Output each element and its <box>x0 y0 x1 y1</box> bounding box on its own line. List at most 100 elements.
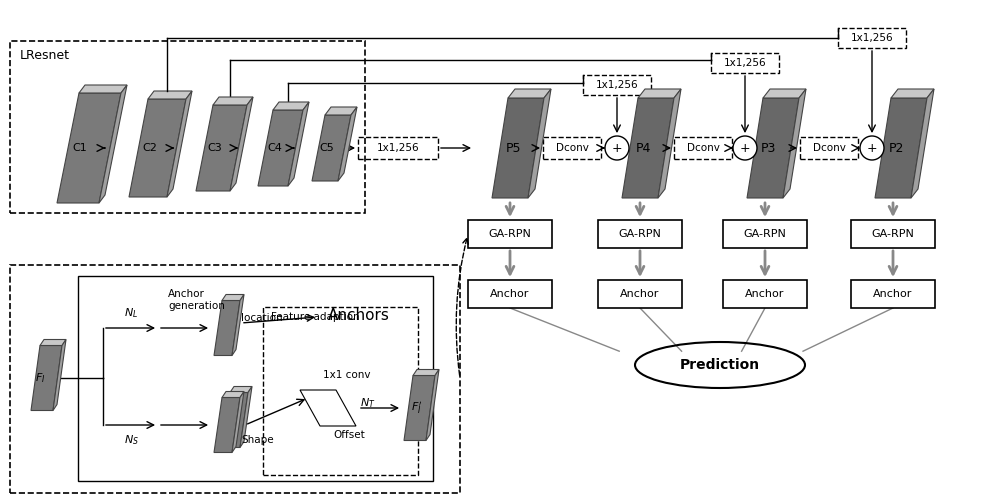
Text: $F_I'$: $F_I'$ <box>411 400 423 416</box>
Text: C4: C4 <box>267 143 282 153</box>
Polygon shape <box>747 98 799 198</box>
Polygon shape <box>99 85 127 203</box>
Text: P3: P3 <box>761 141 776 154</box>
Polygon shape <box>622 98 674 198</box>
Bar <box>851 280 935 308</box>
Polygon shape <box>214 300 240 356</box>
Text: Anchor
generation: Anchor generation <box>168 289 225 311</box>
Text: Anchor: Anchor <box>490 289 530 299</box>
Text: $N_S$: $N_S$ <box>124 433 138 447</box>
Circle shape <box>733 136 757 160</box>
Text: +: + <box>740 141 750 154</box>
Bar <box>543 137 601 159</box>
Bar <box>10 265 460 493</box>
Polygon shape <box>338 107 357 181</box>
Polygon shape <box>222 392 248 448</box>
Polygon shape <box>167 91 192 197</box>
Text: Dconv: Dconv <box>813 143 845 153</box>
Polygon shape <box>528 89 551 198</box>
Text: P5: P5 <box>506 141 521 154</box>
Text: +: + <box>612 141 622 154</box>
Polygon shape <box>129 99 186 197</box>
Text: 1x1,256: 1x1,256 <box>724 58 766 68</box>
Polygon shape <box>875 98 927 198</box>
Polygon shape <box>222 391 244 397</box>
Polygon shape <box>196 105 247 191</box>
Polygon shape <box>273 102 309 110</box>
Polygon shape <box>232 294 244 356</box>
Polygon shape <box>492 98 544 198</box>
Bar <box>10 41 365 213</box>
Bar <box>851 220 935 248</box>
Text: Offset: Offset <box>333 430 365 440</box>
Polygon shape <box>638 89 681 98</box>
Polygon shape <box>230 97 253 191</box>
Text: $N_T$: $N_T$ <box>360 396 376 410</box>
Text: C2: C2 <box>142 143 157 153</box>
Polygon shape <box>404 376 435 441</box>
Bar <box>711 53 779 73</box>
Polygon shape <box>288 102 309 186</box>
Text: Anchors: Anchors <box>328 307 390 322</box>
Text: 1x1 conv: 1x1 conv <box>323 370 370 380</box>
Text: $F_I$: $F_I$ <box>35 371 45 385</box>
Text: 1x1,256: 1x1,256 <box>851 33 893 43</box>
Text: LResnet: LResnet <box>20 49 70 62</box>
Polygon shape <box>79 85 127 93</box>
Text: 1x1,256: 1x1,256 <box>377 143 419 153</box>
Polygon shape <box>57 93 121 203</box>
Text: Anchor: Anchor <box>745 289 785 299</box>
Text: GA-RPN: GA-RPN <box>744 229 786 239</box>
Polygon shape <box>240 386 252 448</box>
Polygon shape <box>426 370 439 441</box>
Text: GA-RPN: GA-RPN <box>489 229 531 239</box>
Polygon shape <box>325 107 357 115</box>
Polygon shape <box>53 340 66 410</box>
Polygon shape <box>300 390 356 426</box>
Text: C1: C1 <box>73 143 88 153</box>
Polygon shape <box>40 340 66 346</box>
Polygon shape <box>230 386 252 392</box>
Polygon shape <box>891 89 934 98</box>
Bar <box>800 137 858 159</box>
Bar <box>78 276 433 481</box>
Circle shape <box>605 136 629 160</box>
Text: 1x1,256: 1x1,256 <box>596 80 638 90</box>
Bar <box>838 28 906 48</box>
Bar <box>468 280 552 308</box>
Bar <box>674 137 732 159</box>
Polygon shape <box>214 397 240 453</box>
Polygon shape <box>783 89 806 198</box>
Text: Shape: Shape <box>241 435 274 445</box>
Bar <box>358 137 438 159</box>
Text: Feature adaption: Feature adaption <box>271 312 360 322</box>
Polygon shape <box>312 115 351 181</box>
Text: Prediction: Prediction <box>680 358 760 372</box>
Polygon shape <box>148 91 192 99</box>
Text: C3: C3 <box>207 143 222 153</box>
Text: C5: C5 <box>319 143 334 153</box>
Bar <box>263 307 418 475</box>
Bar <box>598 220 682 248</box>
Text: Anchor: Anchor <box>620 289 660 299</box>
Polygon shape <box>213 97 253 105</box>
Text: $N_L$: $N_L$ <box>124 306 138 320</box>
Polygon shape <box>222 294 244 300</box>
Text: Anchor: Anchor <box>873 289 913 299</box>
Bar <box>583 75 651 95</box>
Polygon shape <box>911 89 934 198</box>
Polygon shape <box>31 346 62 410</box>
Text: P2: P2 <box>889 141 904 154</box>
Text: GA-RPN: GA-RPN <box>619 229 661 239</box>
Circle shape <box>860 136 884 160</box>
Polygon shape <box>413 370 439 376</box>
Text: P4: P4 <box>636 141 651 154</box>
Bar <box>723 280 807 308</box>
Text: Dconv: Dconv <box>556 143 588 153</box>
Polygon shape <box>232 391 244 453</box>
Polygon shape <box>763 89 806 98</box>
Bar <box>468 220 552 248</box>
Text: location: location <box>241 313 283 323</box>
Text: GA-RPN: GA-RPN <box>872 229 914 239</box>
Bar <box>723 220 807 248</box>
